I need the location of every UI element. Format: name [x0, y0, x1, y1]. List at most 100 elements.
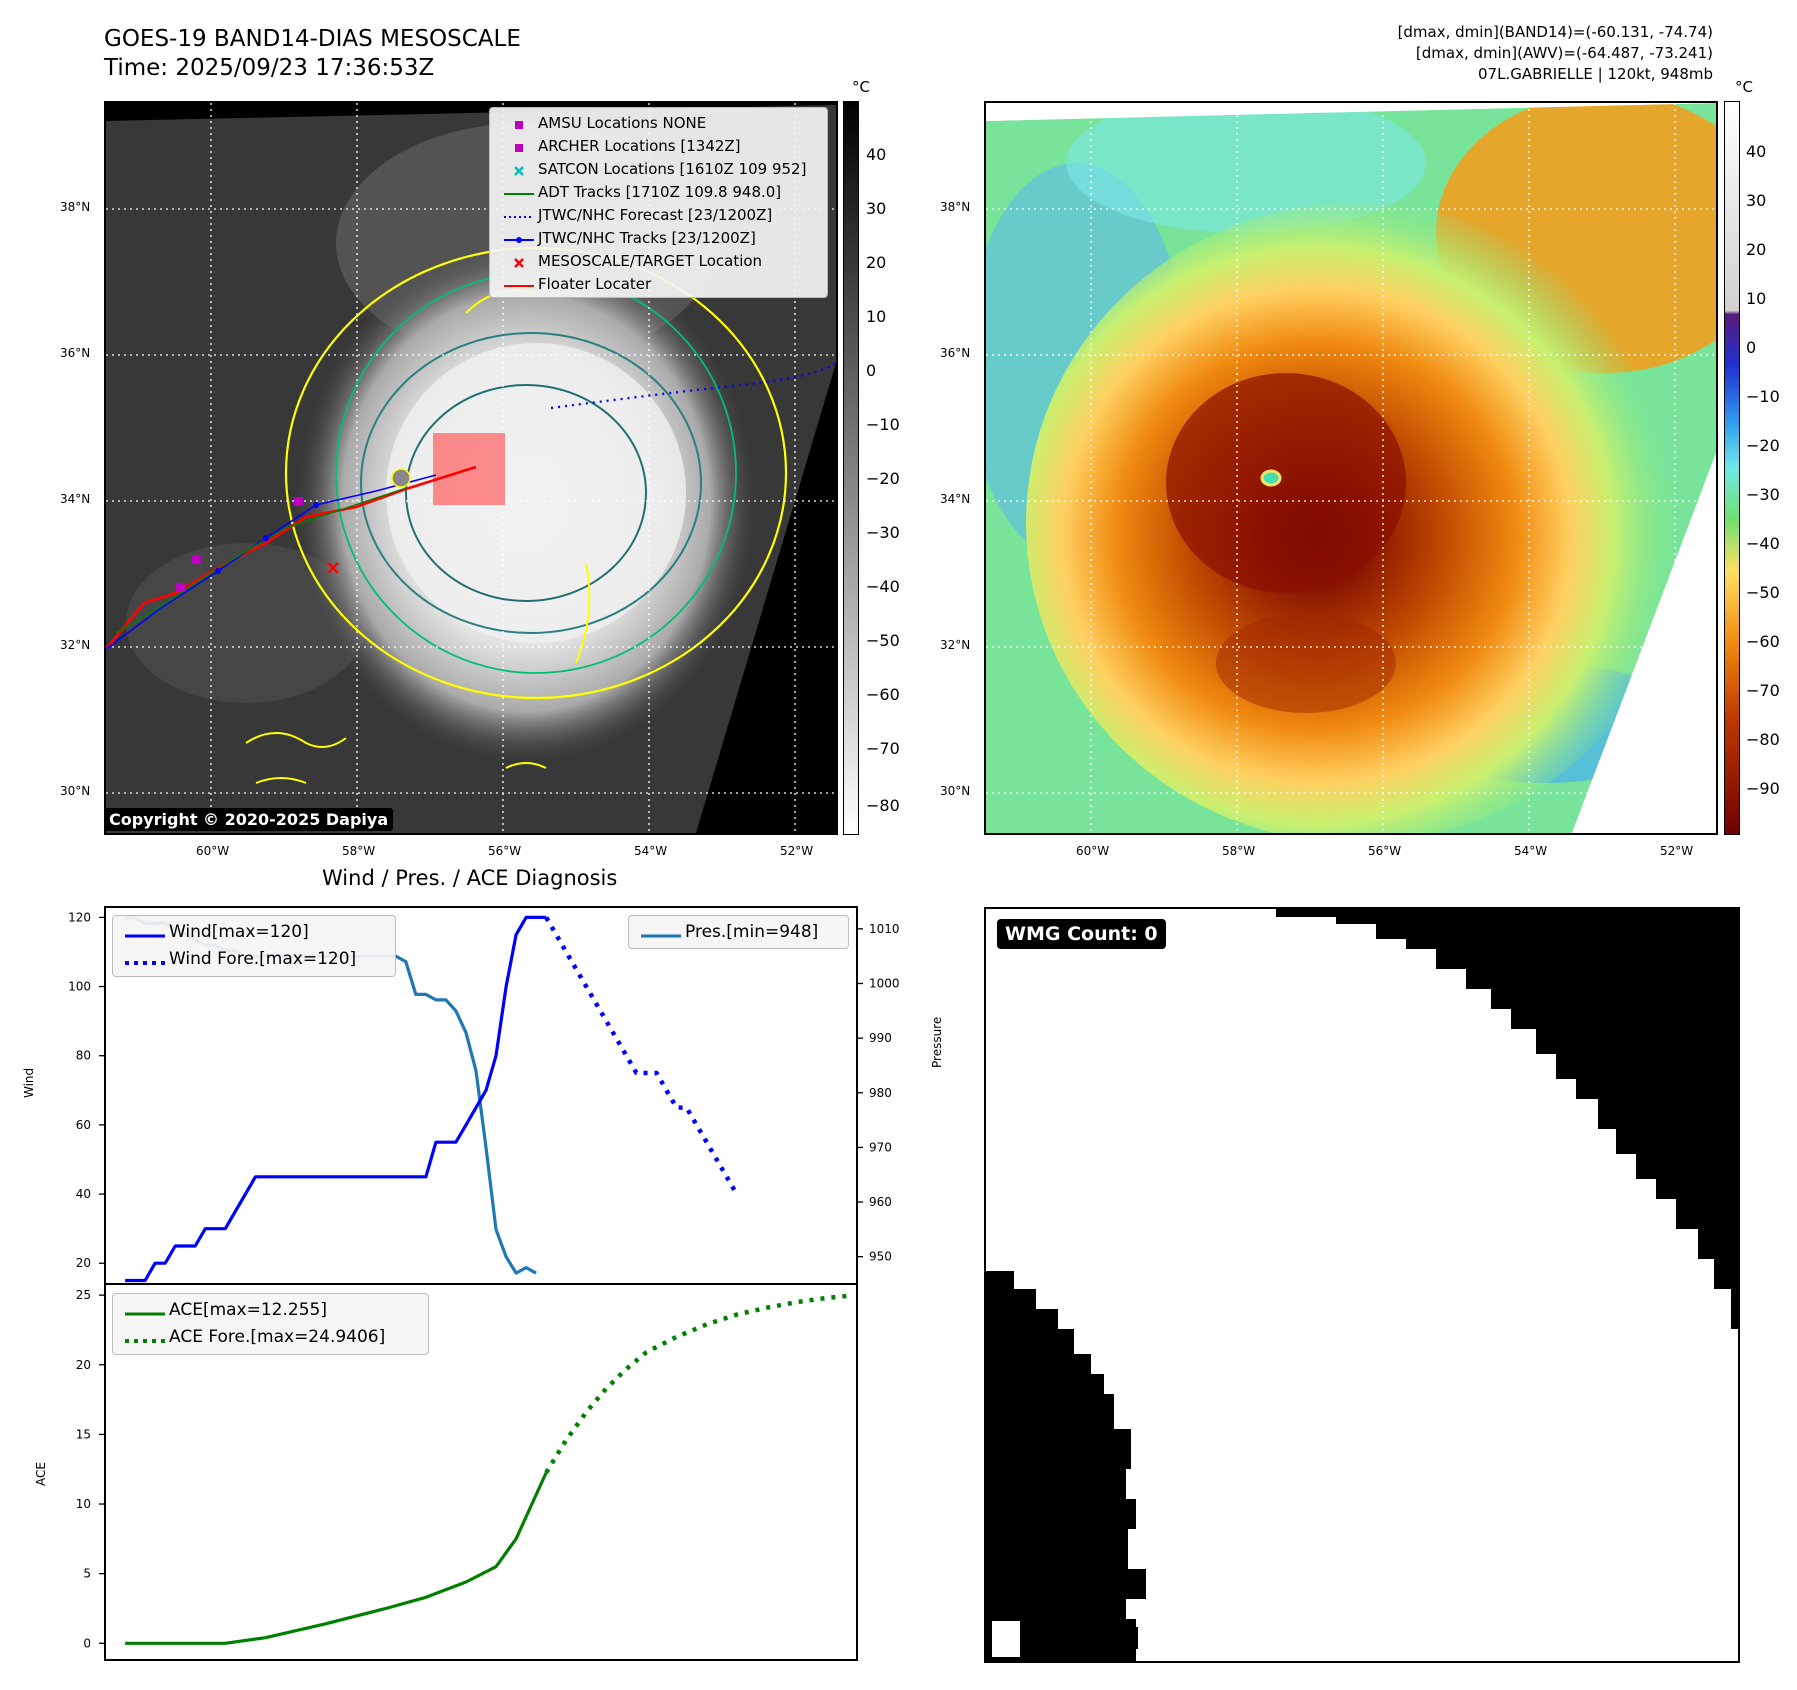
- wind-axis-label: Wind: [22, 1067, 36, 1098]
- colorbar-tick: 30: [866, 199, 887, 218]
- lat-label: 32°N: [60, 638, 91, 652]
- lat-label: 30°N: [60, 784, 91, 798]
- solid-line-icon: [125, 925, 165, 939]
- wmg-panel: [984, 907, 1740, 1663]
- colorbar-tick: −20: [866, 469, 900, 488]
- wind-tick-label: 60: [76, 1118, 91, 1132]
- ace-tick-label: 10: [76, 1497, 91, 1511]
- lon-label: 58°W: [1222, 844, 1256, 858]
- legend-item-adt: ADT Tracks [1710Z 109.8 948.0]: [500, 181, 817, 204]
- square-marker-icon: [504, 116, 534, 130]
- colorbar-unit: °C: [852, 78, 870, 96]
- legend-item-mesoscale: MESOSCALE/TARGET Location: [500, 250, 817, 273]
- wind-forecast-series-line: [544, 916, 739, 1196]
- ace-axis-label: ACE: [34, 1462, 48, 1486]
- line-dot-icon: [504, 231, 534, 245]
- dotted-line-icon: [125, 1330, 165, 1344]
- lon-label: 54°W: [634, 844, 668, 858]
- lat-label: 34°N: [60, 492, 91, 506]
- lat-label: 36°N: [940, 346, 971, 360]
- dmax-band14: [dmax, dmin](BAND14)=(-60.131, -74.74): [1397, 23, 1713, 41]
- ace-tick-label: 15: [76, 1427, 91, 1441]
- lat-label: 38°N: [60, 200, 91, 214]
- colorbar-tick: −90: [1746, 779, 1780, 798]
- legend-label: AMSU Locations NONE: [538, 114, 707, 132]
- colorbar-unit: °C: [1735, 78, 1753, 96]
- wind-legend: Wind[max=120] Wind Fore.[max=120]: [112, 915, 396, 977]
- colorbar-tick: −80: [866, 796, 900, 815]
- colorbar-tick: 20: [1746, 240, 1767, 259]
- colorbar-tick: −80: [1746, 730, 1780, 749]
- legend-label: ADT Tracks [1710Z 109.8 948.0]: [538, 183, 782, 201]
- pressure-tick-label: 1010: [869, 922, 900, 936]
- legend-label: Wind Fore.[max=120]: [169, 949, 357, 969]
- legend-item-pressure: Pres.[min=948]: [637, 919, 840, 946]
- legend-label: JTWC/NHC Forecast [23/1200Z]: [538, 206, 773, 224]
- lon-label: 52°W: [780, 844, 814, 858]
- colorbar-tick: 10: [1746, 289, 1767, 308]
- legend-label: Wind[max=120]: [169, 922, 309, 942]
- map-time: Time: 2025/09/23 17:36:53Z: [104, 55, 435, 81]
- legend-label: ARCHER Locations [1342Z]: [538, 137, 741, 155]
- lon-label: 56°W: [488, 844, 522, 858]
- legend-item-wind-fore: Wind Fore.[max=120]: [121, 946, 387, 973]
- solid-line-icon: [125, 1303, 165, 1317]
- diagnosis-chart: 20 40 60 80 100 120 950 960 970 980 990 1000 1010 0…: [68, 906, 900, 1661]
- colorbar-tick: −70: [1746, 681, 1780, 700]
- lat-label: 32°N: [940, 638, 971, 652]
- wmg-mask-image: [986, 909, 1738, 1661]
- colorbar-tick: −70: [866, 739, 900, 758]
- storm-info: 07L.GABRIELLE | 120kt, 948mb: [1478, 65, 1713, 83]
- colorbar-tick: −10: [866, 415, 900, 434]
- ace-series-line: [125, 1471, 548, 1645]
- pressure-axis-label: Pressure: [930, 1016, 944, 1068]
- legend-label: Pres.[min=948]: [685, 922, 819, 942]
- legend-item-amsu: AMSU Locations NONE: [500, 112, 817, 135]
- x-marker-icon: [504, 254, 534, 268]
- pressure-legend: Pres.[min=948]: [628, 915, 849, 949]
- colorbar-tick: −30: [866, 523, 900, 542]
- wind-tick-label: 80: [76, 1049, 91, 1063]
- lon-label: 60°W: [1076, 844, 1110, 858]
- map-title: GOES-19 BAND14-DIAS MESOSCALE: [104, 26, 521, 52]
- colorbar-tick: 10: [866, 307, 887, 326]
- legend-label: Floater Locater: [538, 275, 652, 293]
- legend-label: JTWC/NHC Tracks [23/1200Z]: [538, 229, 756, 247]
- solid-line-icon: [641, 925, 681, 939]
- legend-label: ACE Fore.[max=24.9406]: [169, 1327, 386, 1347]
- lat-label: 30°N: [940, 784, 971, 798]
- map-legend: AMSU Locations NONE ARCHER Locations [13…: [489, 107, 828, 298]
- lon-label: 60°W: [196, 844, 230, 858]
- line-marker-icon: [504, 185, 534, 199]
- legend-item-archer: ARCHER Locations [1342Z]: [500, 135, 817, 158]
- colorbar-tick: −10: [1746, 387, 1780, 406]
- legend-label: MESOSCALE/TARGET Location: [538, 252, 763, 270]
- lon-label: 58°W: [342, 844, 376, 858]
- ace-tick-label: 5: [83, 1567, 91, 1581]
- wind-tick-label: 120: [68, 910, 91, 924]
- wmg-count-badge: WMG Count: 0: [997, 919, 1166, 949]
- legend-item-tracks: JTWC/NHC Tracks [23/1200Z]: [500, 227, 817, 250]
- colorbar-tick: −40: [1746, 534, 1780, 553]
- colorbar-tick: −30: [1746, 485, 1780, 504]
- lon-label: 52°W: [1660, 844, 1694, 858]
- square-marker-icon: [504, 139, 534, 153]
- diagnosis-title: Wind / Pres. / ACE Diagnosis: [322, 866, 618, 890]
- x-marker-icon: [504, 162, 534, 176]
- lon-label: 54°W: [1514, 844, 1548, 858]
- legend-label: ACE[max=12.255]: [169, 1300, 327, 1320]
- wind-tick-label: 100: [68, 980, 91, 994]
- colorbar-tick: −60: [866, 685, 900, 704]
- colorbar-tick: 30: [1746, 191, 1767, 210]
- dmax-awv: [dmax, dmin](AWV)=(-64.487, -73.241): [1415, 44, 1713, 62]
- wind-tick-label: 40: [76, 1187, 91, 1201]
- pressure-tick-label: 960: [869, 1195, 892, 1209]
- colorbar-tick: 0: [866, 361, 877, 380]
- pressure-tick-label: 1000: [869, 976, 900, 990]
- color-ir-image: [986, 103, 1716, 833]
- colorbar-tick: −60: [1746, 632, 1780, 651]
- wind-tick-label: 20: [76, 1256, 91, 1270]
- colorbar-rainbow: [1724, 101, 1740, 835]
- colorbar-gray: [843, 101, 859, 835]
- ace-tick-label: 20: [76, 1358, 91, 1372]
